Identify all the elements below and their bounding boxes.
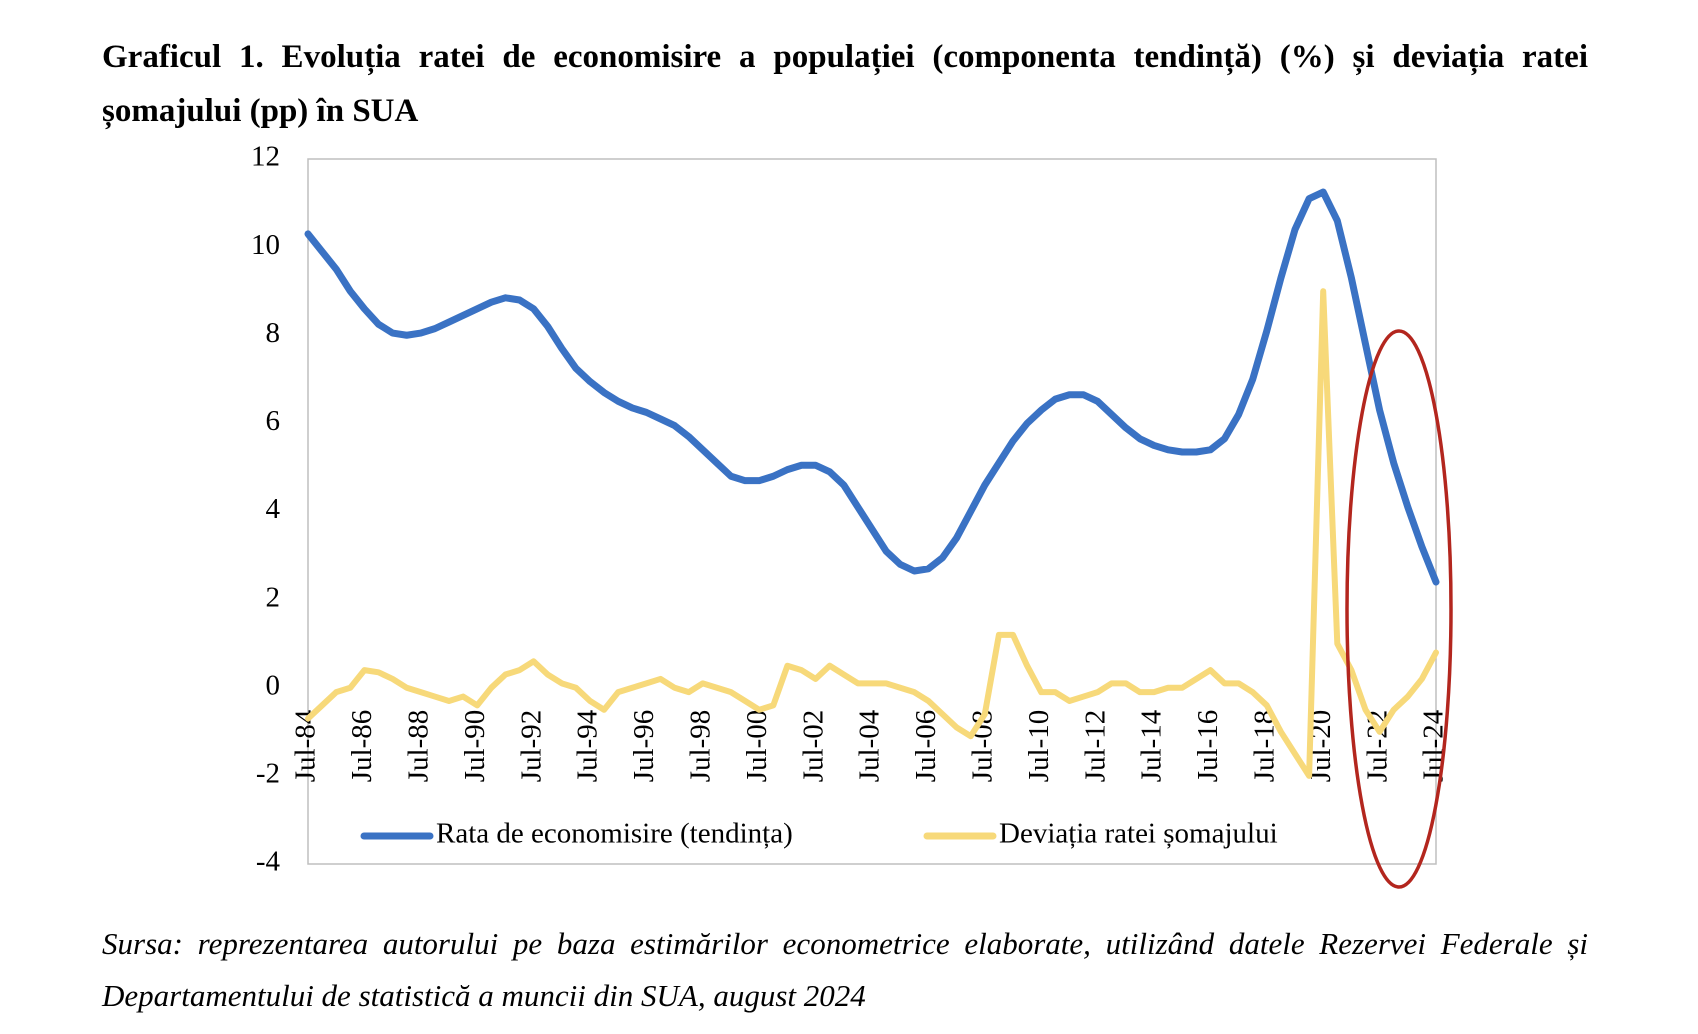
y-tick-label: 8	[266, 317, 281, 349]
x-tick-label: Jul-94	[572, 709, 604, 782]
x-tick-label: Jul-10	[1023, 710, 1055, 783]
x-tick-label: Jul-92	[515, 710, 547, 783]
x-tick-label: Jul-12	[1079, 710, 1111, 783]
plot-area	[307, 158, 1437, 865]
y-tick-label: 6	[266, 405, 281, 437]
chart: -4 -2 0 2 4 6 8 10 12 Jul-84 Jul-86 Jul-88 Jul-90 Jul…	[251, 141, 1453, 889]
x-tick-label: Jul-04	[854, 709, 886, 782]
chart-title: Graficul 1. Evoluția ratei de economisir…	[102, 39, 1588, 129]
legend-label: Rata de economisire (tendința)	[436, 818, 793, 850]
series-line	[305, 288, 1439, 779]
x-tick-label: Jul-88	[402, 710, 434, 783]
x-tick-label: Jul-84	[290, 709, 322, 782]
y-tick-label: -2	[256, 758, 280, 790]
y-tick-label: 0	[266, 669, 281, 701]
x-tick-label: Jul-90	[459, 710, 491, 783]
x-tick-label: Jul-00	[741, 710, 773, 783]
y-tick-label: 12	[251, 141, 280, 173]
source-note: Sursa: reprezentarea autorului pe baza e…	[102, 926, 1588, 1013]
x-tick-label: Jul-14	[1136, 709, 1168, 782]
highlight-ellipse	[1345, 329, 1453, 889]
y-tick-label: 10	[251, 229, 280, 261]
series-line	[304, 188, 1440, 586]
x-tick-label: Jul-86	[346, 710, 378, 783]
y-tick-label: 4	[266, 493, 281, 525]
y-tick-label: 2	[266, 581, 281, 613]
x-tick-label: Jul-02	[797, 710, 829, 783]
x-tick-label: Jul-96	[628, 710, 660, 783]
x-tick-label: Jul-98	[684, 710, 716, 783]
x-tick-label: Jul-06	[910, 710, 942, 783]
x-tick-label: Jul-16	[1192, 710, 1224, 783]
y-tick-label: -4	[256, 846, 281, 878]
legend-label: Deviația ratei șomajului	[999, 818, 1278, 850]
